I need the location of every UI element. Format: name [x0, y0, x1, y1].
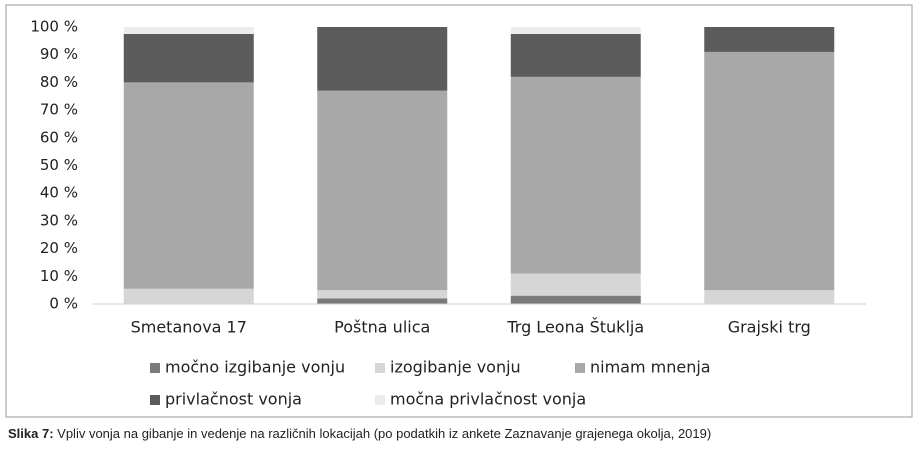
bar-segment [510, 273, 641, 296]
bar-segment [317, 290, 448, 299]
y-tick-label: 40 % [40, 184, 78, 202]
bar-segment [123, 82, 254, 289]
legend-label: nimam mnenja [590, 358, 711, 377]
y-tick-label: 70 % [40, 101, 78, 119]
bar-segment [704, 51, 835, 291]
legend-swatch [375, 363, 385, 373]
bar-segment [123, 33, 254, 83]
bar-segment [317, 27, 448, 91]
legend-swatch [575, 363, 585, 373]
bar-segment [704, 290, 835, 304]
bar-segment [317, 298, 448, 304]
chart: 0 % 10 % 20 % 30 % 40 % 50 % 60 % 70 % 80 % 90 % 1… [5, 4, 913, 418]
y-tick-label: 50 % [40, 156, 78, 174]
caption-text: Vpliv vonja na gibanje in vedenje na raz… [57, 426, 712, 441]
x-tick-label: Grajski trg [728, 318, 811, 337]
bar-segment [704, 27, 835, 52]
bar-segment [510, 295, 641, 304]
y-tick-label: 10 % [40, 267, 78, 285]
y-tick-label: 20 % [40, 239, 78, 257]
caption: Slika 7: Vpliv vonja na gibanje in veden… [8, 426, 711, 441]
legend-swatch [375, 395, 385, 405]
legend-label: izogibanje vonju [390, 358, 521, 377]
bar-segment [510, 76, 641, 274]
legend-label: močno izgibanje vonju [165, 358, 345, 377]
y-tick-label: 60 % [40, 128, 78, 146]
figure-frame [5, 4, 913, 418]
legend-label: močna privlačnost vonja [390, 390, 586, 409]
caption-label: Slika 7: [8, 426, 54, 441]
x-tick-label: Poštna ulica [334, 318, 430, 337]
x-tick-label: Trg Leona Štuklja [506, 318, 644, 337]
bar-segment [510, 27, 641, 34]
legend-swatch [150, 363, 160, 373]
legend-swatch [150, 395, 160, 405]
bar-segment [123, 288, 254, 304]
y-tick-label: 100 % [30, 18, 78, 36]
y-tick-label: 0 % [49, 295, 78, 313]
legend-label: privlačnost vonja [165, 390, 302, 409]
x-tick-label: Smetanova 17 [131, 318, 247, 337]
y-tick-label: 30 % [40, 211, 78, 229]
y-tick-label: 80 % [40, 73, 78, 91]
bar-segment [123, 27, 254, 34]
bar-segment [510, 33, 641, 77]
y-tick-label: 90 % [40, 45, 78, 63]
bar-segment [317, 90, 448, 291]
